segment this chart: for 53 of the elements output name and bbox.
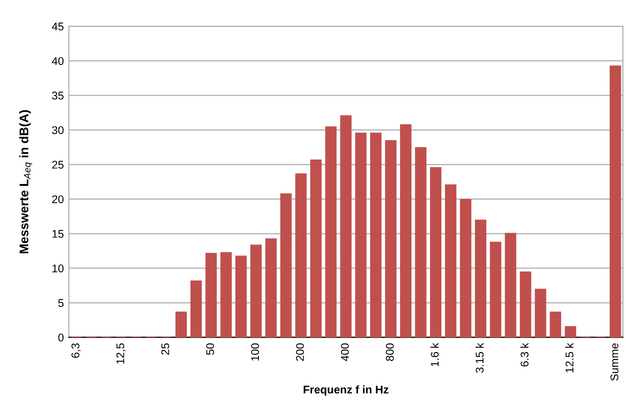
bar	[460, 198, 472, 338]
bar	[235, 256, 247, 338]
bar	[325, 126, 337, 338]
y-axis-title: Messwerte L$_{Aeq}$ in dB(A)	[19, 110, 32, 254]
bar	[280, 193, 292, 338]
bar	[610, 66, 622, 338]
bar	[534, 288, 546, 338]
x-tick-label: 400	[340, 343, 349, 362]
bar	[355, 132, 367, 338]
bar	[400, 124, 412, 338]
x-tick-label: Summe	[610, 343, 618, 381]
x-tick-label: 6.3 k	[520, 342, 529, 366]
bar	[295, 173, 307, 338]
x-tick-label: 1.6 k	[430, 342, 439, 366]
bar	[250, 244, 262, 338]
y-tick-label: 5	[58, 299, 64, 307]
y-tick-label: 10	[52, 264, 64, 272]
bar	[205, 252, 217, 338]
y-tick-label: 15	[52, 230, 64, 238]
y-tick-label: 30	[52, 126, 64, 134]
bar	[564, 326, 576, 338]
x-tick-label: 12.5 k	[565, 342, 574, 372]
x-tick-label: 800	[386, 343, 394, 361]
x-tick-label: 50	[206, 343, 214, 355]
x-tick-label: 25	[161, 343, 170, 355]
y-tick-label: 45	[52, 22, 64, 30]
x-tick-label: 100	[251, 343, 260, 361]
bar	[385, 140, 396, 338]
bar	[444, 184, 456, 338]
bar	[550, 312, 562, 338]
bar	[520, 272, 532, 338]
bar	[265, 238, 277, 338]
bar	[310, 160, 322, 338]
x-tick-label: 3.15 k	[475, 342, 484, 373]
bar	[220, 252, 232, 338]
x-axis-title: Frequenz f in Hz	[304, 385, 388, 396]
bar	[430, 167, 442, 338]
bar	[504, 232, 516, 338]
x-tick-label: 12,5	[116, 343, 126, 364]
bar	[370, 132, 382, 338]
y-tick-label: 0	[58, 334, 64, 342]
bar	[175, 312, 187, 338]
x-tick-label: 6,3	[71, 343, 81, 358]
bar	[190, 280, 202, 338]
y-tick-label: 40	[52, 57, 64, 65]
y-tick-label: 20	[52, 195, 64, 204]
bar	[490, 242, 502, 338]
bar	[474, 220, 486, 338]
y-tick-label: 35	[52, 92, 64, 100]
x-tick-label: 200	[296, 343, 304, 361]
bar	[340, 115, 352, 338]
y-tick-label: 25	[52, 160, 64, 169]
bar	[415, 147, 426, 338]
